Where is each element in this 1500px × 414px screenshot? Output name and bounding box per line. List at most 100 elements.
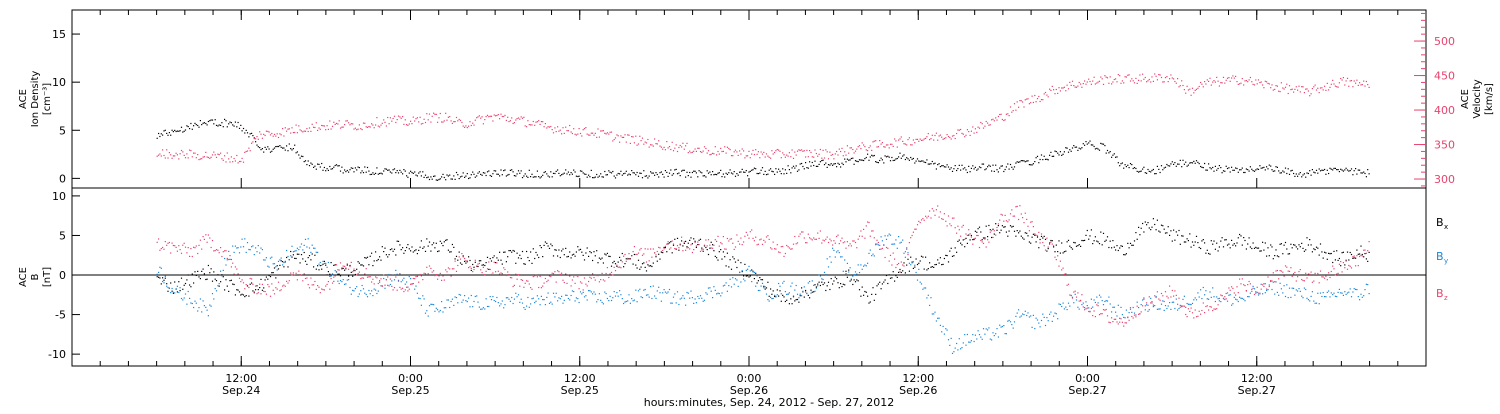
by-series-point (1212, 287, 1214, 289)
by-series-point (210, 305, 212, 307)
velocity-series-point (1191, 87, 1194, 89)
bz-series-point (330, 277, 332, 280)
density-series-point (1101, 143, 1103, 145)
by-series-point (1204, 294, 1206, 296)
by-series-point (949, 344, 951, 346)
velocity-series-point (1170, 74, 1172, 76)
bz-series-point (1007, 221, 1009, 223)
bz-series-point (539, 275, 541, 277)
bx-series-point (582, 254, 584, 256)
by-series-point (257, 245, 259, 247)
bz-series-point (623, 255, 625, 257)
bz-series-point (430, 267, 432, 269)
by-series-point (675, 302, 677, 304)
density-series-point (313, 166, 315, 168)
bx-series-point (957, 240, 959, 242)
bz-series-point (261, 283, 263, 285)
by-series-point (644, 288, 646, 291)
by-series-point (1092, 306, 1094, 308)
bx-series-point (454, 258, 456, 260)
density-series-point (949, 168, 951, 170)
bx-series-point (744, 263, 746, 265)
bz-series-point (1299, 269, 1301, 271)
velocity-series-point (379, 126, 381, 128)
bz-series-point (399, 286, 401, 288)
bx-series-point (1195, 235, 1198, 237)
by-series-point (1264, 292, 1266, 294)
density-series-point (854, 160, 857, 162)
by-series-point (1329, 296, 1331, 298)
density-series-point (1220, 167, 1222, 169)
density-series-point (203, 122, 205, 124)
bx-series-point (339, 275, 342, 277)
bx-series-point (1344, 264, 1346, 266)
bz-series-point (1248, 280, 1250, 283)
velocity-series-point (451, 122, 453, 124)
bx-series-point (461, 263, 463, 265)
by-series-point (1346, 292, 1349, 294)
by-series-point (260, 247, 262, 249)
bz-series-point (318, 286, 320, 288)
density-series-point (1173, 163, 1175, 165)
bx-series-point (1075, 245, 1078, 247)
bz-series-point (358, 271, 360, 273)
bx-series-point (995, 223, 997, 225)
bz-series-point (319, 292, 321, 294)
velocity-series-point (1044, 91, 1047, 94)
density-series-point (972, 165, 974, 167)
bx-series-point (1198, 246, 1200, 249)
bx-series-point (375, 251, 377, 253)
bz-series-point (186, 252, 188, 254)
by-series-point (578, 301, 580, 304)
velocity-series-point (672, 150, 675, 152)
by-series-point (1108, 296, 1110, 298)
bz-series-point (956, 232, 958, 234)
bx-series-point (1272, 258, 1274, 260)
bz-series-point (772, 241, 774, 243)
bx-series-point (929, 262, 931, 264)
bx-series-point (724, 256, 726, 258)
density-series-point (492, 173, 494, 175)
velocity-series-point (360, 128, 362, 130)
density-series-point (1313, 171, 1315, 173)
density-series-point (860, 159, 862, 161)
density-series-point (819, 161, 821, 163)
density-series-point (1018, 161, 1020, 163)
bz-series-point (663, 248, 665, 250)
by-series-point (937, 317, 939, 319)
velocity-series-point (1148, 78, 1150, 81)
by-series-point (1190, 304, 1192, 306)
velocity-series-point (916, 138, 919, 140)
density-series-point (437, 179, 439, 181)
density-series-point (697, 176, 699, 178)
by-series-point (391, 280, 393, 282)
bz-series-point (889, 254, 892, 256)
density-series-point (319, 166, 321, 168)
density-series-point (1061, 154, 1063, 156)
bx-series-point (939, 257, 941, 259)
bx-series-point (1050, 239, 1052, 242)
velocity-series-point (586, 133, 588, 135)
velocity-series-point (245, 150, 247, 153)
by-series-point (234, 245, 236, 247)
density-series-point (275, 146, 277, 148)
bx-series-point (1125, 253, 1127, 255)
by-series-point (264, 259, 266, 261)
bx-series-point (205, 278, 207, 281)
by-series-point (341, 281, 343, 283)
bx-series-point (540, 247, 542, 249)
density-series-point (1160, 165, 1163, 167)
density-series-point (1336, 169, 1338, 171)
bz-series-point (360, 278, 362, 280)
bx-series-point (849, 280, 851, 282)
density-series-point (730, 172, 733, 174)
bz-series-point (722, 236, 724, 238)
bz-series-point (361, 277, 363, 279)
velocity-series-point (772, 153, 774, 155)
velocity-series-point (546, 127, 548, 129)
velocity-series-point (660, 146, 662, 148)
by-series-point (991, 339, 993, 341)
bx-series-point (625, 258, 627, 260)
top-right-tick-label: 500 (1434, 35, 1455, 48)
